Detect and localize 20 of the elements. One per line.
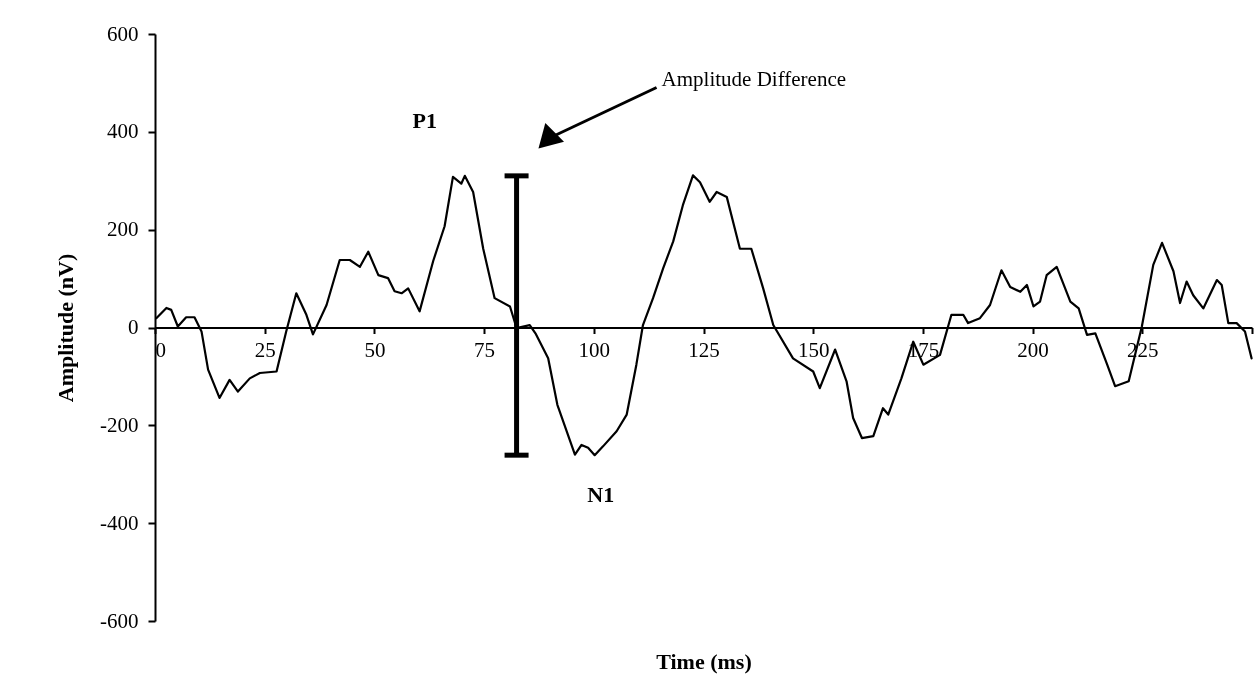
x-tick-label: 100 (578, 338, 611, 362)
y-tick-label: 200 (107, 217, 139, 242)
y-tick-label: -600 (100, 608, 139, 633)
annotation: Amplitude Difference (661, 66, 847, 91)
x-axis-title: Time (ms) (656, 648, 752, 674)
y-tick-label: 600 (107, 21, 139, 46)
annotation: P1 (412, 107, 438, 133)
annotation: N1 (587, 482, 615, 508)
x-tick-label: 25 (254, 338, 276, 362)
y-tick-label: -200 (100, 412, 139, 437)
x-tick-label: 50 (364, 338, 386, 362)
y-axis-title: Amplitude (nV) (53, 253, 79, 403)
y-tick-label: 400 (107, 119, 139, 144)
x-tick-label: 75 (474, 338, 496, 362)
y-tick-label: 0 (128, 315, 139, 339)
y-tick-label: -400 (100, 510, 139, 535)
x-tick-label: 0 (155, 338, 166, 362)
x-tick-label: 200 (1017, 338, 1049, 362)
x-tick-label: 150 (797, 338, 830, 362)
x-tick-label: 125 (688, 338, 720, 362)
